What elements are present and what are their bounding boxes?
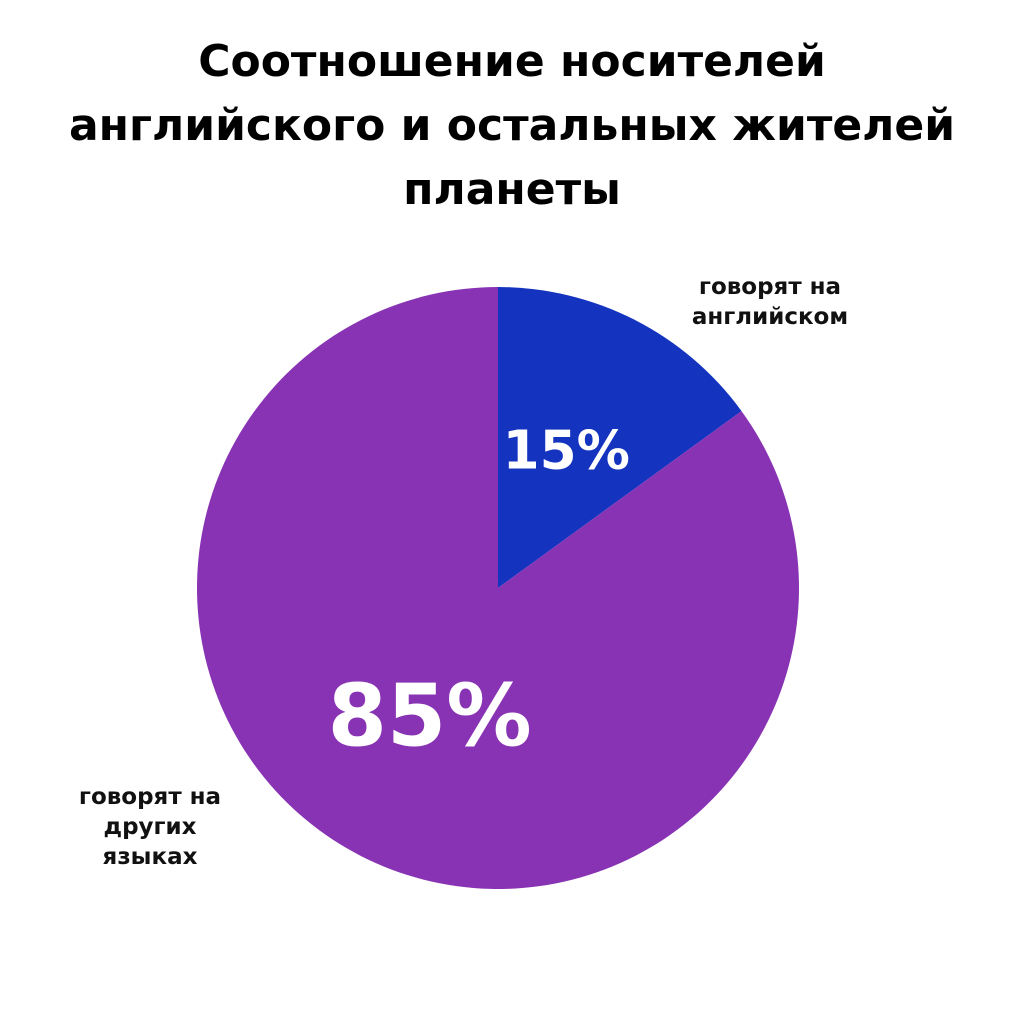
category-label: говорят на других языках <box>78 784 222 870</box>
value-label: 85% <box>328 668 532 767</box>
value-label: 15% <box>503 420 630 482</box>
pie-slice <box>196 287 799 890</box>
category-label: говорят на английском <box>691 274 849 330</box>
pie-slice <box>498 287 742 588</box>
chart-title: Соотношение носителей английского и оста… <box>68 36 956 215</box>
